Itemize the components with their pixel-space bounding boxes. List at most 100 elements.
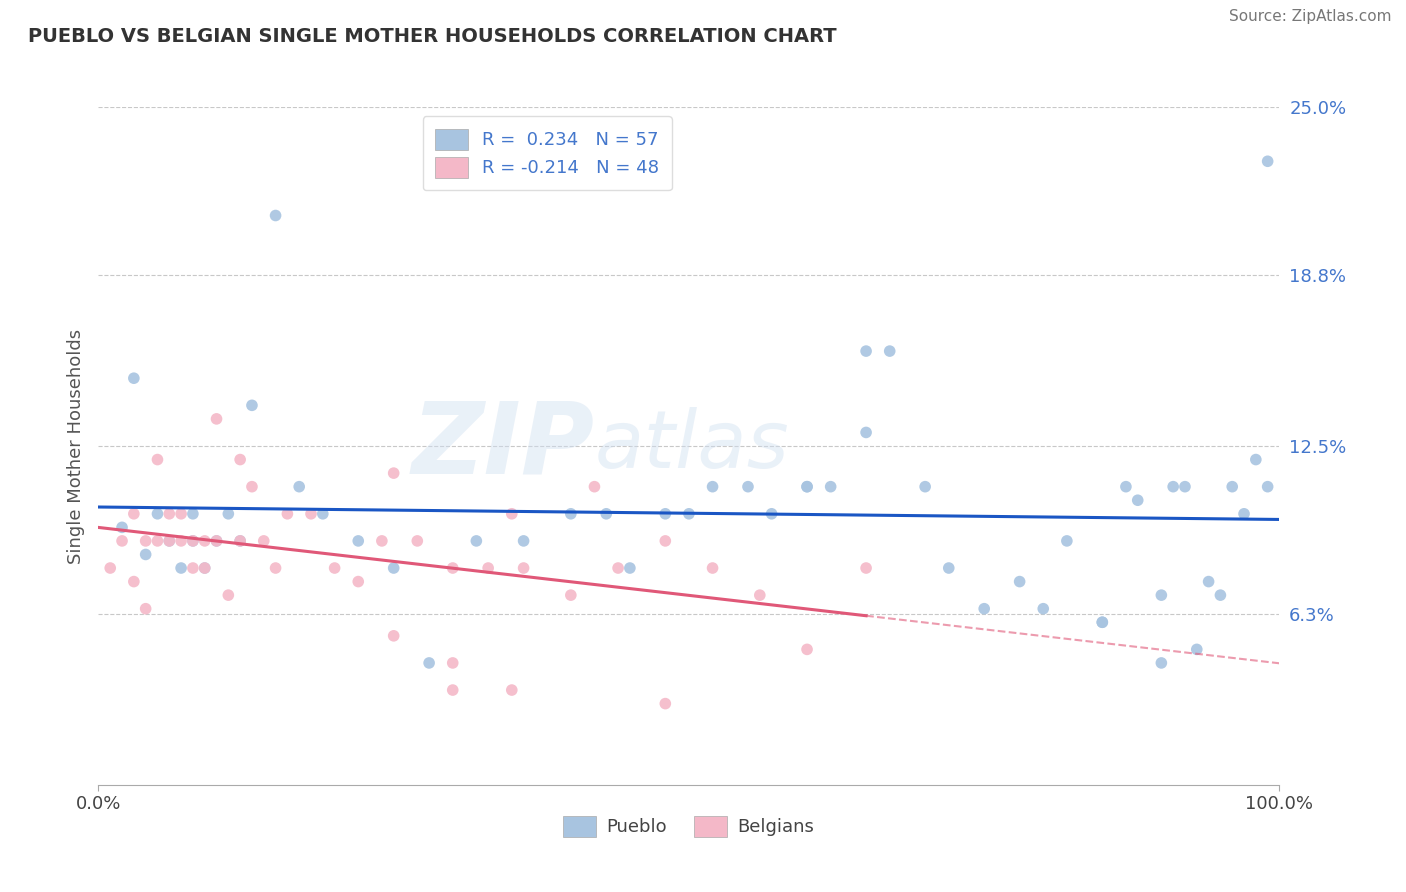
Point <box>465 533 488 548</box>
Point <box>122 574 145 589</box>
Point <box>702 561 724 575</box>
Point <box>323 561 346 575</box>
Text: PUEBLO VS BELGIAN SINGLE MOTHER HOUSEHOLDS CORRELATION CHART: PUEBLO VS BELGIAN SINGLE MOTHER HOUSEHOL… <box>28 27 837 45</box>
Point <box>607 561 630 575</box>
Point <box>276 507 298 521</box>
Point <box>1126 493 1149 508</box>
Point <box>181 533 204 548</box>
Point <box>135 533 157 548</box>
Point <box>654 697 676 711</box>
Y-axis label: Single Mother Households: Single Mother Households <box>66 328 84 564</box>
Point <box>205 533 228 548</box>
Point <box>820 480 842 494</box>
Point <box>194 561 217 575</box>
Legend: Pueblo, Belgians: Pueblo, Belgians <box>557 808 821 844</box>
Point <box>583 480 606 494</box>
Text: ZIP: ZIP <box>412 398 595 494</box>
Point <box>1185 642 1208 657</box>
Point <box>737 480 759 494</box>
Point <box>111 520 134 534</box>
Point <box>441 561 464 575</box>
Point <box>796 480 818 494</box>
Point <box>1032 601 1054 615</box>
Point <box>560 507 582 521</box>
Point <box>217 588 239 602</box>
Point <box>595 507 617 521</box>
Point <box>181 561 204 575</box>
Point <box>1257 154 1279 169</box>
Point <box>146 507 169 521</box>
Point <box>678 507 700 521</box>
Text: atlas: atlas <box>595 407 789 485</box>
Point <box>1209 588 1232 602</box>
Point <box>347 574 370 589</box>
Point <box>217 507 239 521</box>
Point <box>654 533 676 548</box>
Point <box>157 533 180 548</box>
Point <box>253 533 276 548</box>
Point <box>619 561 641 575</box>
Point <box>1174 480 1197 494</box>
Point <box>146 452 169 467</box>
Point <box>1220 480 1243 494</box>
Point <box>205 412 228 426</box>
Point <box>1244 452 1267 467</box>
Point <box>1091 615 1114 630</box>
Point <box>796 642 818 657</box>
Point <box>441 683 464 698</box>
Point <box>299 507 322 521</box>
Point <box>761 507 783 521</box>
Point <box>501 507 523 521</box>
Point <box>194 561 217 575</box>
Point <box>240 398 263 412</box>
Point <box>1198 574 1220 589</box>
Point <box>796 480 818 494</box>
Point <box>512 561 534 575</box>
Point <box>938 561 960 575</box>
Point <box>122 507 145 521</box>
Point <box>122 371 145 385</box>
Text: Source: ZipAtlas.com: Source: ZipAtlas.com <box>1229 9 1392 24</box>
Point <box>654 507 676 521</box>
Point <box>748 588 770 602</box>
Point <box>1150 588 1173 602</box>
Point <box>135 601 157 615</box>
Point <box>855 561 877 575</box>
Point <box>135 548 157 562</box>
Point <box>170 561 193 575</box>
Point <box>1115 480 1137 494</box>
Point <box>1150 656 1173 670</box>
Point <box>229 533 252 548</box>
Point <box>205 533 228 548</box>
Point <box>1091 615 1114 630</box>
Point <box>512 533 534 548</box>
Point <box>146 533 169 548</box>
Point <box>406 533 429 548</box>
Point <box>264 209 287 223</box>
Point <box>855 344 877 359</box>
Point <box>382 466 405 480</box>
Point <box>312 507 335 521</box>
Point <box>1008 574 1031 589</box>
Point <box>194 533 217 548</box>
Point <box>371 533 394 548</box>
Point <box>382 629 405 643</box>
Point <box>1257 480 1279 494</box>
Point <box>229 452 252 467</box>
Point <box>855 425 877 440</box>
Point <box>973 601 995 615</box>
Point <box>879 344 901 359</box>
Point <box>157 533 180 548</box>
Point <box>560 588 582 602</box>
Point <box>170 507 193 521</box>
Point <box>441 656 464 670</box>
Point <box>170 533 193 548</box>
Point <box>1161 480 1184 494</box>
Point <box>288 480 311 494</box>
Point <box>229 533 252 548</box>
Point <box>111 533 134 548</box>
Point <box>382 561 405 575</box>
Point <box>157 507 180 521</box>
Point <box>181 533 204 548</box>
Point <box>1056 533 1078 548</box>
